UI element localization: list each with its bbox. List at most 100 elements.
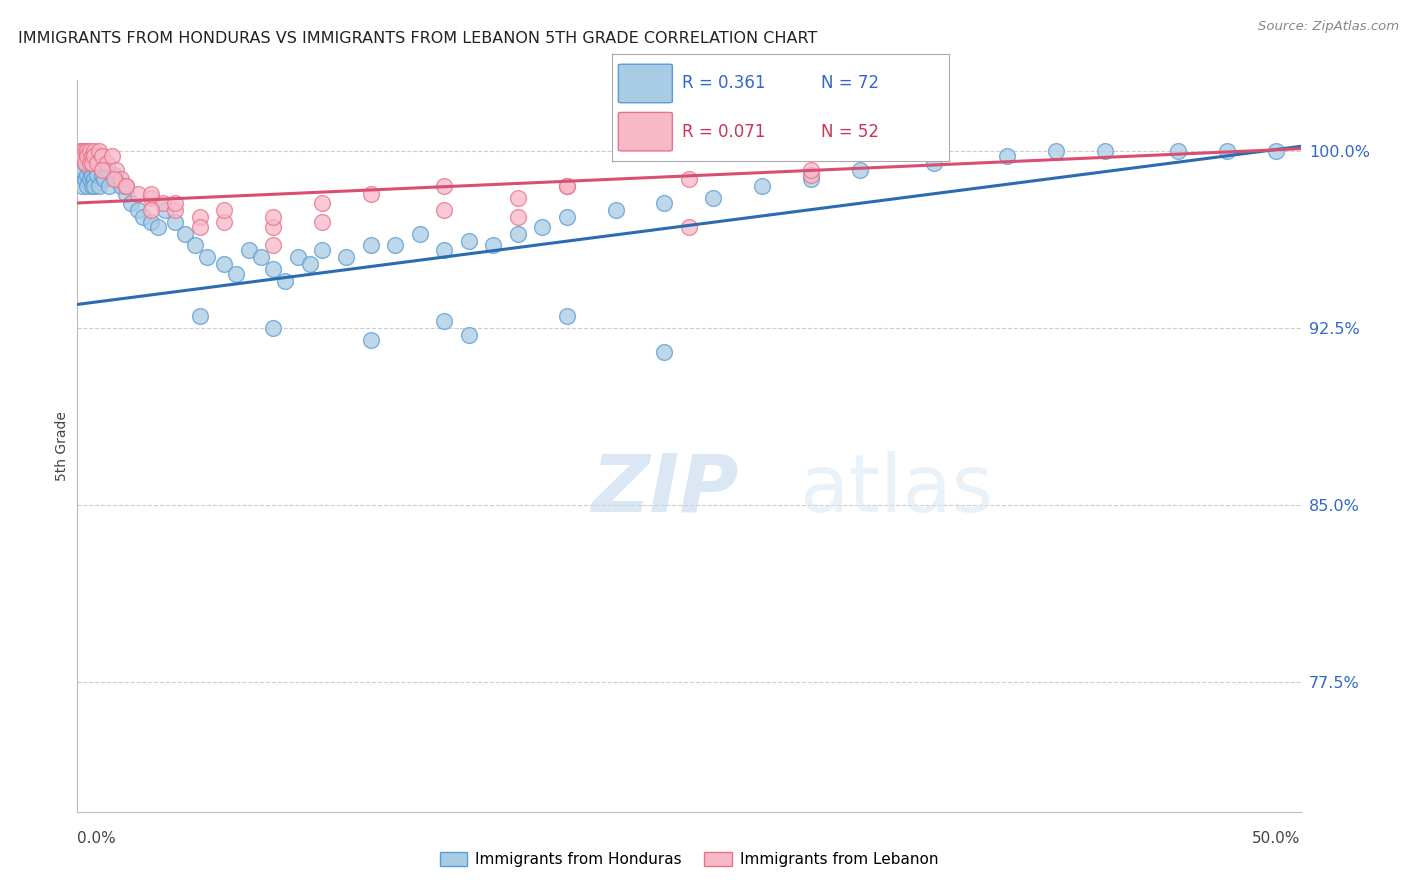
Point xyxy=(98,179,121,194)
Point xyxy=(83,179,105,194)
Point xyxy=(76,144,98,158)
Point xyxy=(73,156,96,170)
Point xyxy=(110,179,132,194)
Point xyxy=(555,210,578,224)
Point xyxy=(139,215,162,229)
Point xyxy=(188,210,211,224)
FancyBboxPatch shape xyxy=(619,112,672,151)
Point xyxy=(1167,144,1189,158)
Point xyxy=(103,172,125,186)
Point xyxy=(335,250,357,264)
Point xyxy=(555,179,578,194)
Point xyxy=(457,234,479,248)
Point xyxy=(995,149,1018,163)
Point xyxy=(360,238,382,252)
Point xyxy=(433,179,456,194)
Point xyxy=(262,219,284,234)
Point xyxy=(90,168,112,182)
Point xyxy=(80,156,103,170)
Point xyxy=(86,156,108,170)
Point xyxy=(1045,144,1067,158)
Point xyxy=(128,186,150,201)
Point xyxy=(433,202,456,217)
Point xyxy=(1094,144,1116,158)
Point xyxy=(76,179,98,194)
Text: N = 72: N = 72 xyxy=(821,75,879,93)
Point xyxy=(165,215,187,229)
Point xyxy=(105,172,128,186)
Point xyxy=(73,172,96,186)
Point xyxy=(311,215,333,229)
Point xyxy=(110,172,132,186)
Point xyxy=(80,168,103,182)
Point xyxy=(96,156,118,170)
Text: 0.0%: 0.0% xyxy=(77,831,117,846)
Point xyxy=(89,179,111,194)
Point xyxy=(128,202,150,217)
Text: N = 52: N = 52 xyxy=(821,123,879,141)
Point xyxy=(105,163,128,178)
Text: 50.0%: 50.0% xyxy=(1253,831,1301,846)
Point xyxy=(195,250,218,264)
Point xyxy=(409,227,432,241)
Point xyxy=(146,219,169,234)
Point xyxy=(605,202,627,217)
Point xyxy=(225,267,247,281)
Point xyxy=(86,168,108,182)
Point xyxy=(79,144,101,158)
Text: ZIP: ZIP xyxy=(591,450,738,529)
Text: Source: ZipAtlas.com: Source: ZipAtlas.com xyxy=(1258,20,1399,33)
Point xyxy=(70,149,93,163)
Point xyxy=(100,149,122,163)
Point xyxy=(76,149,98,163)
Text: IMMIGRANTS FROM HONDURAS VS IMMIGRANTS FROM LEBANON 5TH GRADE CORRELATION CHART: IMMIGRANTS FROM HONDURAS VS IMMIGRANTS F… xyxy=(18,31,818,46)
Point xyxy=(90,163,112,178)
Point xyxy=(482,238,505,252)
Point xyxy=(132,210,155,224)
Point xyxy=(262,238,284,252)
Point xyxy=(103,168,125,182)
Point xyxy=(212,215,235,229)
Text: R = 0.361: R = 0.361 xyxy=(682,75,766,93)
Point xyxy=(93,172,115,186)
Point xyxy=(70,179,93,194)
Point xyxy=(555,179,578,194)
Point xyxy=(654,196,676,211)
Point xyxy=(152,196,174,211)
Point xyxy=(155,202,177,217)
Point xyxy=(311,243,333,257)
Point xyxy=(139,191,162,205)
Point xyxy=(165,202,187,217)
Point xyxy=(83,149,105,163)
Point xyxy=(80,149,103,163)
Point xyxy=(188,219,211,234)
Point xyxy=(115,186,138,201)
Point xyxy=(360,333,382,347)
Point xyxy=(73,144,96,158)
Point xyxy=(79,163,101,178)
Point xyxy=(678,219,700,234)
Point xyxy=(250,250,273,264)
Point xyxy=(165,196,187,211)
Point xyxy=(89,144,111,158)
Point xyxy=(1265,144,1288,158)
Point xyxy=(83,172,105,186)
Point xyxy=(654,344,676,359)
Point xyxy=(90,149,112,163)
Point xyxy=(678,172,700,186)
Point xyxy=(531,219,554,234)
Point xyxy=(69,168,91,182)
Point xyxy=(79,156,101,170)
Point xyxy=(115,179,138,194)
Point xyxy=(384,238,406,252)
Point xyxy=(139,202,162,217)
Point xyxy=(73,156,96,170)
Text: atlas: atlas xyxy=(799,450,994,529)
Point xyxy=(120,196,142,211)
Point xyxy=(69,149,91,163)
Point xyxy=(800,163,823,178)
Point xyxy=(188,310,211,324)
Point xyxy=(262,262,284,277)
Point xyxy=(83,144,105,158)
Text: R = 0.071: R = 0.071 xyxy=(682,123,766,141)
